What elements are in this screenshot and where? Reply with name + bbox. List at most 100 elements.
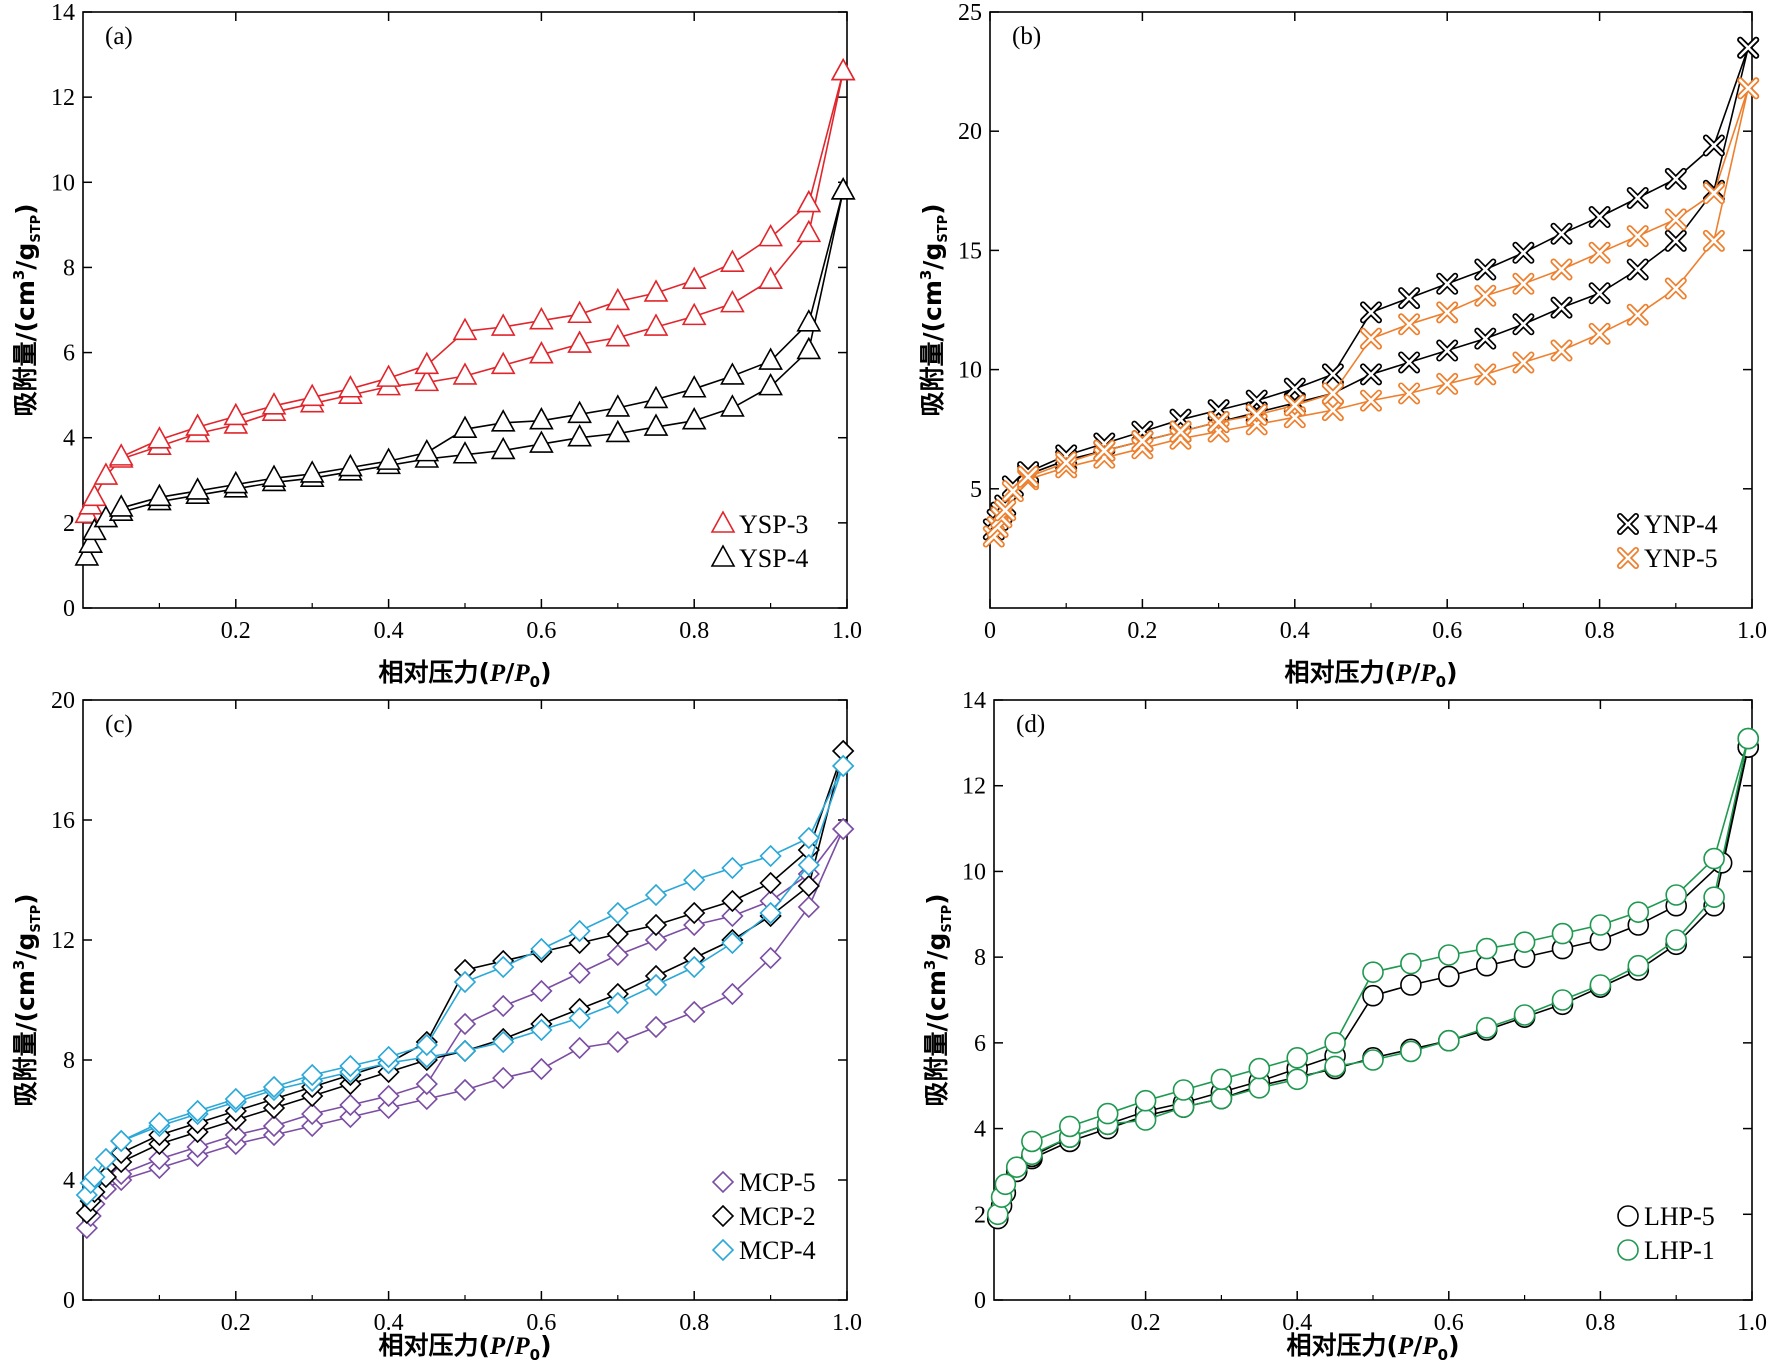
x-tick-label: 0 [984,618,996,644]
x-axis-title: 相对压力(P/P0) [1286,1331,1459,1364]
data-point [1475,937,1498,960]
x-tick-label: 0.4 [374,618,404,644]
data-point [1627,954,1650,977]
x-tick-label: 0.6 [1434,1310,1464,1336]
data-point [82,483,107,507]
data-point [1626,303,1649,326]
data-point [530,1057,553,1081]
legend-entry: YSP-3 [710,510,808,539]
y-tick-label: 12 [51,85,75,111]
data-point [796,336,822,360]
data-point [1207,411,1230,434]
data-point [83,1165,106,1189]
data-point [338,375,363,398]
data-point [1360,327,1382,350]
data-point [490,313,516,336]
data-point [529,341,554,364]
data-point [1134,1089,1157,1112]
data-point [1551,989,1574,1011]
data-point [1737,36,1760,59]
data-point [492,994,515,1018]
data-point [797,874,820,898]
y-axis-title: 吸附量/(cm3/gSTP) [917,203,951,416]
data-point [1588,322,1611,345]
data-point [1400,952,1422,975]
data-point [108,443,134,466]
data-point [683,1000,706,1024]
series-LHP-1 [986,727,1760,1226]
data-point [720,249,745,272]
series-line-desorption [120,190,844,509]
y-tick-label: 6 [974,1031,986,1057]
y-tick-label: 10 [51,170,75,196]
data-point [261,392,287,415]
data-point [1321,382,1344,405]
data-point [796,189,822,213]
data-point [1512,272,1535,295]
data-point [683,901,706,925]
data-point [223,402,249,426]
series-YNP-5 [982,77,1760,548]
data-point [721,856,744,880]
y-tick-label: 8 [63,1048,75,1074]
data-point [1737,77,1760,100]
y-tick-label: 12 [962,774,986,800]
data-point [339,1105,362,1129]
x-tick-label: 1.0 [832,1310,862,1336]
legend-marker [711,1204,735,1228]
data-point [681,375,707,398]
data-point [606,991,629,1015]
data-point [339,1054,362,1078]
x-tick-label: 1.0 [1737,618,1767,644]
legend-entry: YNP-5 [1617,544,1718,573]
data-point [1362,984,1384,1007]
data-point [453,1078,477,1102]
data-point [376,364,401,387]
x-axis-title: 相对压力(P/P0) [378,658,551,691]
x-axis-title: 相对压力(P/P0) [378,1331,551,1364]
x-tick-label: 0.2 [221,618,251,644]
data-point [759,901,782,925]
data-point [644,913,668,937]
data-point [110,1129,133,1153]
data-point [758,266,783,290]
data-point [261,464,287,487]
data-point [1400,974,1422,996]
data-point [643,313,669,336]
data-point [301,1063,324,1087]
data-point [1005,1156,1028,1178]
data-point [758,347,783,370]
data-point [1398,351,1421,374]
data-point [1248,1077,1271,1099]
panel-3: 0.2 0.4 0.6 0.8 1.0 0 2 4 6 8 10 12 14 (d) 相对压力(P/P0) 吸… [921,688,1767,1364]
legend-entry: LHP-1 [1617,1236,1715,1265]
x-tick-label: 1.0 [832,618,862,644]
data-point [644,883,668,907]
data-point [338,453,363,477]
data-point [644,928,668,952]
data-point [377,1084,400,1108]
data-point [721,982,744,1006]
legend-marker [1617,1205,1639,1227]
data-point [1703,847,1725,870]
data-point [1400,1040,1422,1063]
data-point [567,300,592,324]
data-point [606,922,629,946]
data-point [606,943,629,967]
data-point [452,317,478,341]
data-point [415,1087,438,1111]
panel-2: 0.2 0.4 0.6 0.8 1.0 0 4 8 12 16 20 (c) 相对压力(P/P0) 吸附量… [10,688,862,1364]
data-point [567,424,592,447]
data-point [262,1114,286,1138]
data-point [224,1087,247,1111]
legend-label: YNP-5 [1644,544,1718,573]
data-point [377,1096,400,1120]
data-point [1360,301,1382,324]
data-point [78,530,103,553]
data-point [1055,456,1078,479]
data-point [301,1114,324,1138]
data-point [1324,1055,1346,1078]
data-point [567,330,592,353]
data-point [147,426,172,449]
panel-label: (b) [1012,23,1041,50]
